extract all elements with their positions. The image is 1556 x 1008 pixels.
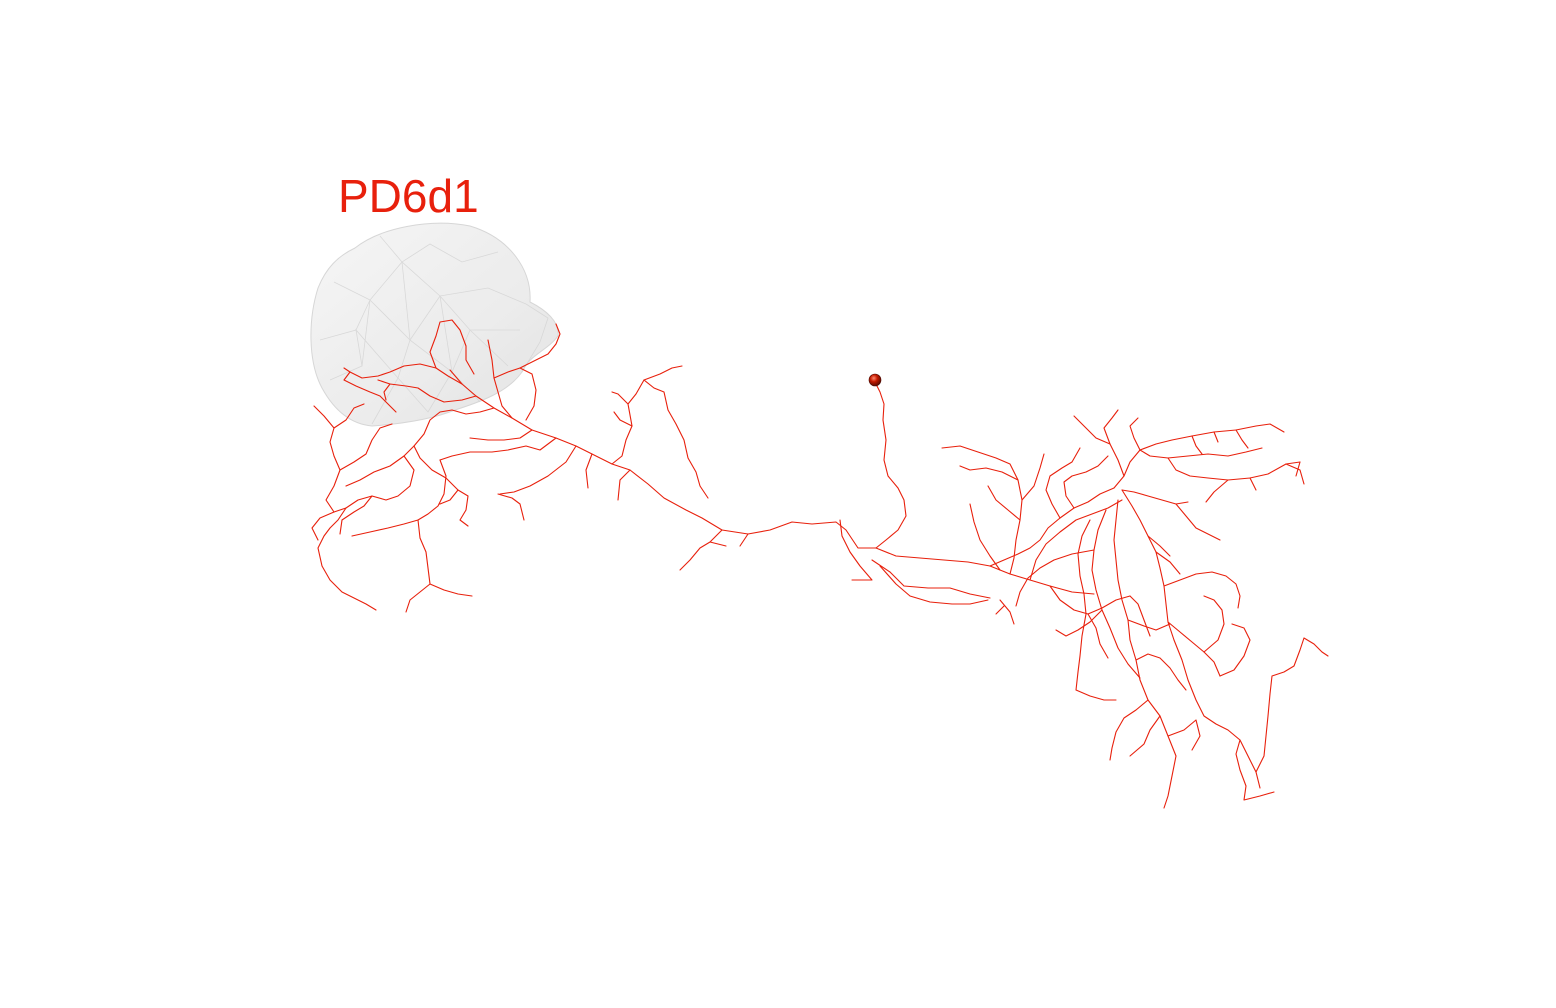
neuron-skeleton bbox=[311, 319, 1329, 809]
right-arbor bbox=[871, 409, 1329, 809]
neuropil-mesh-surface bbox=[310, 222, 559, 427]
left-arbor bbox=[311, 319, 709, 613]
soma-marker bbox=[868, 373, 882, 387]
neuron-name-label: PD6d1 bbox=[338, 170, 479, 222]
neuropil-mesh bbox=[310, 222, 559, 427]
